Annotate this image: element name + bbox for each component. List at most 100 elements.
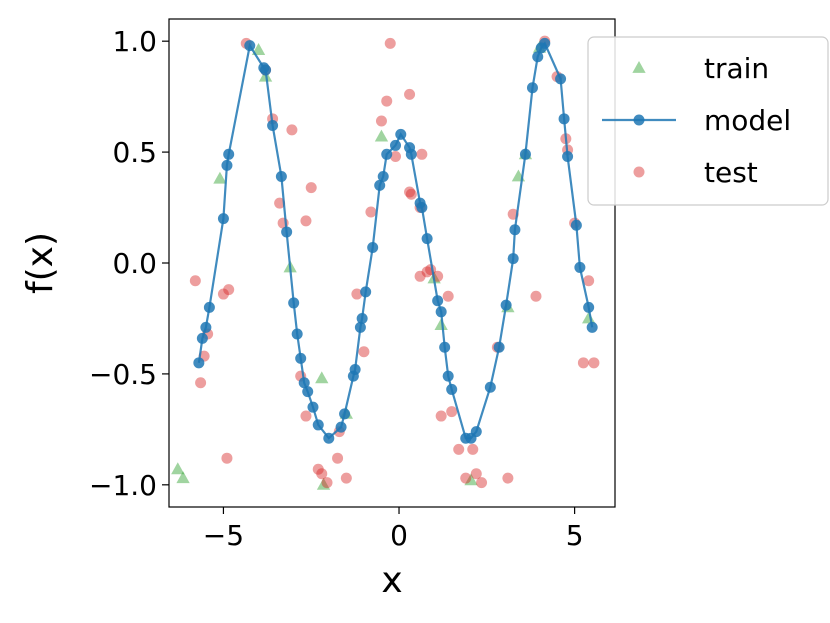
test-point xyxy=(405,188,417,200)
test-point xyxy=(384,37,396,49)
model-point xyxy=(223,148,235,160)
test-point xyxy=(332,452,344,464)
train-point xyxy=(251,43,266,55)
y-tick-label: −0.5 xyxy=(89,358,157,391)
model-point xyxy=(539,37,551,49)
train-point xyxy=(434,318,448,331)
model-point xyxy=(395,128,407,140)
series-test xyxy=(189,35,600,489)
model-point xyxy=(281,226,293,238)
test-point xyxy=(453,443,465,455)
model-point xyxy=(298,377,310,389)
y-axis-label: f(x) xyxy=(20,232,61,294)
model-point xyxy=(203,301,215,313)
model-point xyxy=(217,213,229,225)
model-point xyxy=(532,51,544,63)
model-point xyxy=(349,363,361,375)
test-point xyxy=(300,215,312,227)
model-point xyxy=(381,148,393,160)
test-point xyxy=(365,206,377,218)
test-point xyxy=(321,477,333,489)
test-point xyxy=(390,151,402,163)
legend: train model test xyxy=(587,36,829,206)
model-point xyxy=(526,82,538,94)
model-point xyxy=(221,159,233,171)
model-point xyxy=(435,306,447,318)
model-point xyxy=(432,295,444,307)
model-point xyxy=(244,40,256,52)
model-point xyxy=(558,113,570,125)
x-tick-label: 0 xyxy=(390,519,408,552)
test-point xyxy=(286,124,298,136)
model-point xyxy=(302,386,314,398)
legend-box xyxy=(587,36,829,206)
model-point xyxy=(323,432,335,444)
model-point xyxy=(416,202,428,214)
test-point xyxy=(577,357,589,369)
model-point xyxy=(374,179,386,191)
model-point xyxy=(390,139,402,151)
model-point xyxy=(442,370,454,382)
test-point xyxy=(588,357,600,369)
test-point xyxy=(358,346,370,358)
model-point xyxy=(586,321,598,333)
train-point xyxy=(171,462,185,475)
train-point xyxy=(213,171,227,184)
test-point xyxy=(421,266,433,278)
model-point xyxy=(307,401,319,413)
model-point xyxy=(583,301,595,313)
model-point xyxy=(335,421,347,433)
model-point xyxy=(356,312,368,324)
model-point xyxy=(354,321,366,333)
test-point xyxy=(583,275,595,287)
train-point xyxy=(374,129,389,142)
test-point xyxy=(189,275,201,287)
test-point xyxy=(467,443,479,455)
legend-label-train: train xyxy=(704,52,769,85)
model-point xyxy=(367,241,379,253)
x-tick-label: 5 xyxy=(566,519,584,552)
model-point xyxy=(312,419,324,431)
model-point xyxy=(509,224,521,236)
model-point xyxy=(339,408,351,420)
train-point xyxy=(315,371,329,384)
test-point xyxy=(442,290,454,302)
model-point xyxy=(562,151,574,163)
model-point xyxy=(291,328,303,340)
model-point xyxy=(275,170,287,182)
y-tick-label: 1.0 xyxy=(112,25,157,58)
model-point xyxy=(193,357,205,369)
model-line xyxy=(197,41,594,440)
test-point xyxy=(435,410,447,422)
model-point xyxy=(288,297,300,309)
test-point xyxy=(217,288,229,300)
legend-train-marker xyxy=(632,61,646,73)
model-point xyxy=(470,426,482,438)
model-point xyxy=(507,253,519,265)
test-point xyxy=(404,186,416,198)
series-model xyxy=(193,37,598,444)
test-point xyxy=(381,95,393,107)
model-point xyxy=(500,299,512,311)
test-point xyxy=(446,406,458,418)
legend-label-test: test xyxy=(704,156,758,189)
y-axis: 1.0 0.5 0.0 −0.5 −1.0 xyxy=(89,25,169,502)
model-point xyxy=(377,170,389,182)
test-point xyxy=(351,288,363,300)
model-point xyxy=(295,352,307,364)
model-point xyxy=(439,341,451,353)
test-point xyxy=(502,472,514,484)
model-point xyxy=(555,73,567,85)
y-tick-label: −1.0 xyxy=(89,469,157,502)
model-point xyxy=(570,219,582,231)
test-point xyxy=(414,270,426,282)
model-point xyxy=(260,64,272,76)
model-point xyxy=(267,119,279,131)
model-point xyxy=(519,148,531,160)
model-point xyxy=(446,383,458,395)
test-point xyxy=(316,468,328,480)
test-point xyxy=(460,472,472,484)
test-point xyxy=(305,182,317,194)
legend-label-model: model xyxy=(704,104,791,137)
